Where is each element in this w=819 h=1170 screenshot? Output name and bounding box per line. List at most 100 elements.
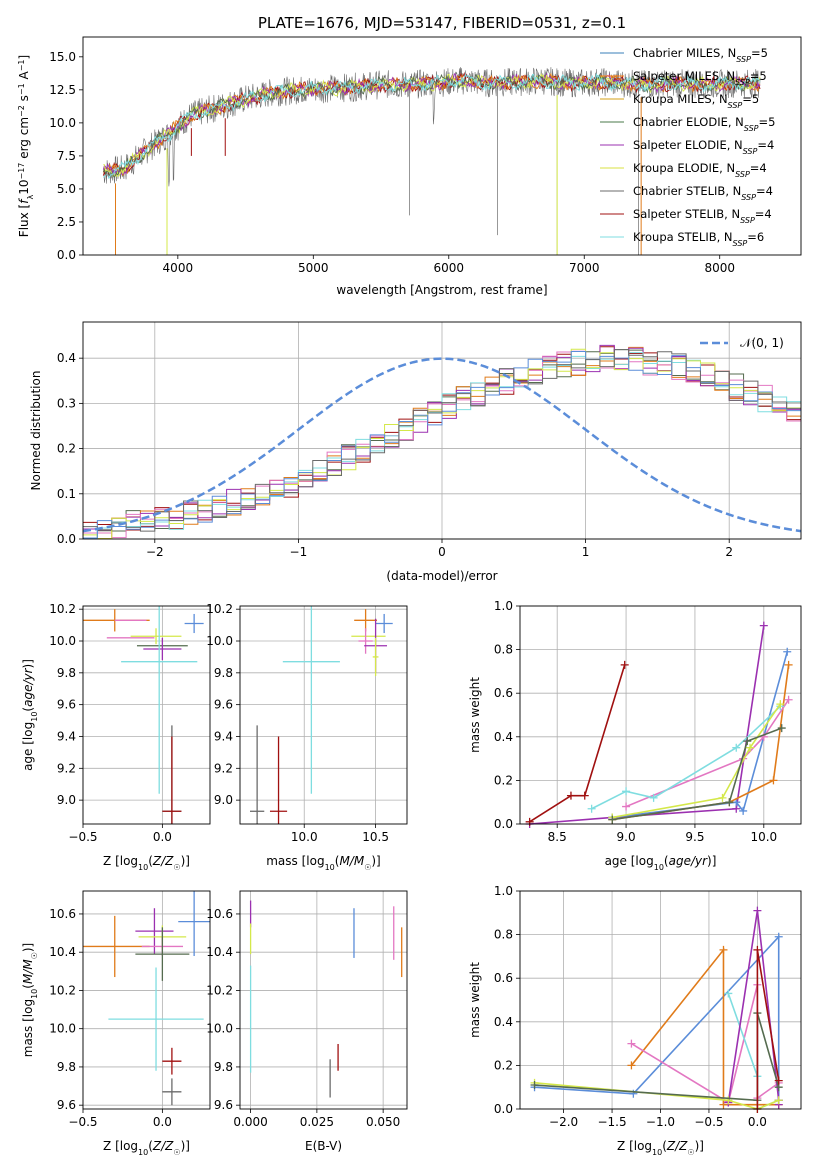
legend-label: Kroupa STELIB, NSSP=6 bbox=[633, 230, 764, 248]
scatter-plot bbox=[249, 900, 403, 1098]
axes-frame bbox=[82, 321, 802, 540]
y-tick-label: 10.0 bbox=[49, 1022, 76, 1036]
y-tick-label: 0.0 bbox=[57, 532, 76, 546]
y-tick-label: 0.3 bbox=[57, 396, 76, 410]
legend-label: Salpeter STELIB, NSSP=4 bbox=[633, 207, 772, 225]
weight-series-line bbox=[612, 651, 788, 819]
x-tick-label: 4000 bbox=[163, 261, 194, 275]
x-axis-label: mass [log10(M/M☉)] bbox=[266, 854, 381, 872]
y-tick-label: 0.6 bbox=[494, 971, 513, 985]
spectrum-model-line bbox=[102, 73, 761, 179]
residual-histogram-panel: −2 −1 0 1 2 0.0 0.1 0.2 0.3 0.4 (data-model)/error… bbox=[29, 321, 802, 583]
x-tick-label: 9.0 bbox=[617, 830, 636, 844]
y-tick-label: 0.1 bbox=[57, 487, 76, 501]
y-tick-label: 0.2 bbox=[57, 442, 76, 456]
y-tick-label: 10.4 bbox=[49, 945, 76, 959]
massweight-vs-z-panel: −2.0 −1.5 −1.0 −0.5 0.0 0.0 0.2 0.4 0.6 0.8 1.0 Z [… bbox=[468, 884, 802, 1157]
x-tick-label: 2 bbox=[725, 545, 733, 559]
y-tick-label: 0.8 bbox=[494, 928, 513, 942]
weight-marker bbox=[718, 793, 727, 802]
x-tick-label: 7000 bbox=[569, 261, 600, 275]
weight-marker bbox=[627, 1061, 636, 1070]
weight-marker bbox=[739, 806, 748, 815]
y-tick-label: 0.4 bbox=[494, 1015, 513, 1029]
x-tick-label: 8000 bbox=[704, 261, 735, 275]
weight-marker bbox=[774, 1096, 783, 1105]
legend-label: Chabrier ELODIE, NSSP=5 bbox=[633, 115, 775, 133]
legend: 𝒩(0, 1) bbox=[700, 336, 784, 350]
legend-label: Kroupa MILES, NSSP=5 bbox=[633, 92, 759, 110]
weight-marker bbox=[608, 815, 617, 824]
y-tick-label: 10.2 bbox=[49, 602, 76, 616]
x-tick-label: 0.0 bbox=[153, 1115, 172, 1129]
age-vs-mass-panel: 10.0 10.5 9.0 9.2 9.4 9.6 9.8 10.0 10.2 mass [log… bbox=[206, 602, 408, 872]
y-tick-label: 2.5 bbox=[57, 215, 76, 229]
spectrum-plot bbox=[102, 67, 761, 255]
scatter-plot bbox=[83, 891, 210, 1106]
y-tick-label: 10.0 bbox=[49, 116, 76, 130]
spectrum-model-line bbox=[102, 72, 761, 177]
weight-marker bbox=[776, 700, 785, 709]
x-axis-label: (data-model)/error bbox=[386, 569, 497, 583]
mass-vs-z-panel: −0.5 0.0 9.6 9.8 10.0 10.2 10.4 10.6 Z [log10(Z/… bbox=[21, 890, 211, 1157]
weight-marker bbox=[620, 660, 629, 669]
y-tick-label: 10.2 bbox=[206, 983, 233, 997]
weight-marker bbox=[746, 743, 755, 752]
y-tick-label: 0.4 bbox=[494, 730, 513, 744]
spectrum-model-line bbox=[103, 73, 761, 178]
x-tick-label: 1 bbox=[582, 545, 590, 559]
y-tick-label: 0.6 bbox=[494, 686, 513, 700]
legend-label: Salpeter ELODIE, NSSP=4 bbox=[633, 138, 774, 156]
y-tick-label: 9.4 bbox=[57, 729, 76, 743]
legend: Chabrier MILES, NSSP=5 Salpeter MILES, NS… bbox=[600, 46, 775, 248]
x-tick-label: −2 bbox=[146, 545, 164, 559]
axes-frame bbox=[239, 890, 408, 1110]
y-tick-label: 10.6 bbox=[49, 907, 76, 921]
scatter-plot bbox=[83, 606, 204, 824]
y-tick-label: 0.2 bbox=[494, 773, 513, 787]
x-tick-label: −0.5 bbox=[68, 830, 97, 844]
weight-marker bbox=[649, 793, 658, 802]
y-tick-label: 9.0 bbox=[57, 793, 76, 807]
y-tick-label: 7.5 bbox=[57, 149, 76, 163]
weight-marker bbox=[769, 776, 778, 785]
weight-marker bbox=[530, 1081, 539, 1090]
x-axis-label: Z [log10(Z/Z☉)] bbox=[103, 854, 190, 872]
y-tick-label: 9.2 bbox=[214, 761, 233, 775]
y-tick-label: 0.0 bbox=[494, 1102, 513, 1116]
y-tick-label: 0.0 bbox=[494, 817, 513, 831]
y-tick-label: 0.8 bbox=[494, 643, 513, 657]
x-tick-label: 10.0 bbox=[291, 830, 318, 844]
x-tick-label: 10.0 bbox=[750, 830, 777, 844]
spectrum-panel: 4000 5000 6000 7000 8000 0.0 2.5 5.0 7.5 10.0 12.5… bbox=[17, 14, 802, 297]
chart-title: PLATE=1676, MJD=53147, FIBERID=0531, z=0… bbox=[258, 14, 626, 32]
mass-vs-ebv-panel: 0.000 0.025 0.050 9.6 9.8 10.0 10.2 10.4 10.6 E(B… bbox=[206, 890, 408, 1153]
hist-plot bbox=[83, 344, 801, 539]
x-tick-label: −0.5 bbox=[694, 1115, 723, 1129]
weight-series-line bbox=[529, 625, 765, 825]
axes-frame bbox=[82, 605, 211, 825]
massweight-vs-age-panel: 8.5 9.0 9.5 10.0 0.0 0.2 0.4 0.6 0.8 1.0 age [log1… bbox=[468, 599, 802, 872]
hist-series-step bbox=[83, 349, 801, 539]
axes-frame bbox=[239, 605, 408, 825]
x-axis-label: wavelength [Angstrom, rest frame] bbox=[336, 283, 547, 297]
weight-marker bbox=[783, 647, 792, 656]
axes-frame bbox=[519, 890, 802, 1110]
y-tick-label: 5.0 bbox=[57, 182, 76, 196]
y-tick-label: 10.2 bbox=[49, 983, 76, 997]
weight-series-line bbox=[591, 705, 781, 810]
y-tick-label: 12.5 bbox=[49, 83, 76, 97]
weight-marker bbox=[719, 1100, 728, 1109]
axes-frame bbox=[519, 605, 802, 825]
y-tick-label: 1.0 bbox=[494, 599, 513, 613]
hist-series-step bbox=[83, 351, 801, 539]
x-tick-label: 5000 bbox=[298, 261, 329, 275]
normal-curve bbox=[83, 357, 801, 533]
weight-marker bbox=[627, 1039, 636, 1048]
weight-marker bbox=[580, 791, 589, 800]
weight-marker bbox=[777, 724, 786, 733]
x-tick-label: 0.000 bbox=[233, 1115, 267, 1129]
y-axis-label: mass [log10(M/M☉)] bbox=[21, 943, 39, 1058]
y-tick-label: 9.6 bbox=[57, 698, 76, 712]
weight-series-line bbox=[529, 664, 626, 823]
